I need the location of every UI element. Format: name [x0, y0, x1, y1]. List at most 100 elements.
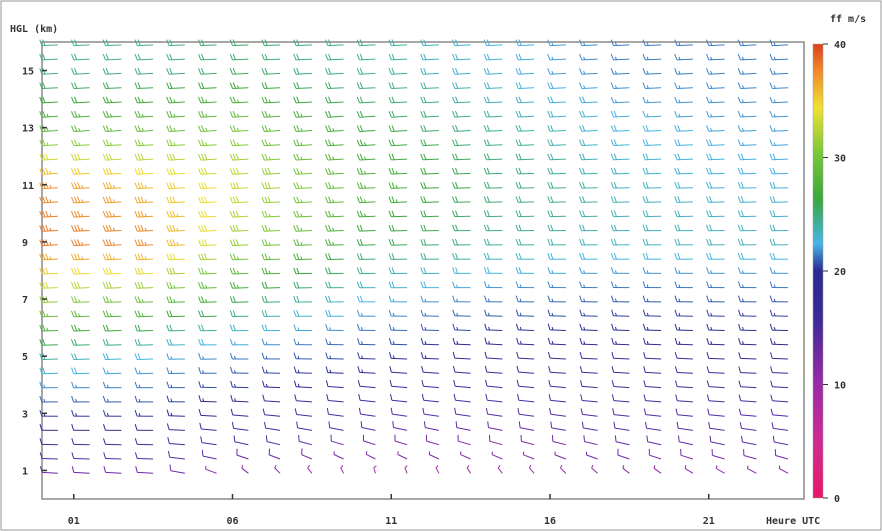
- x-tick-label-4: 21: [703, 516, 715, 527]
- wind-barb: [547, 267, 566, 274]
- wind-barb: [134, 452, 154, 460]
- wind-barb: [229, 224, 249, 232]
- wind-barb: [674, 210, 693, 218]
- wind-barb: [515, 252, 535, 260]
- wind-barb: [325, 224, 344, 232]
- wind-barb: [166, 310, 185, 318]
- wind-barb: [134, 409, 154, 417]
- wind-barb: [610, 267, 630, 274]
- wind-barb: [547, 139, 566, 146]
- wind-barb: [134, 324, 154, 332]
- wind-barb: [198, 353, 217, 360]
- wind-barb: [515, 281, 535, 289]
- wind-barb: [551, 435, 567, 446]
- wind-barb: [674, 139, 693, 146]
- wind-barb: [166, 182, 185, 190]
- wind-barb: [388, 68, 408, 75]
- wind-barb: [769, 68, 789, 75]
- colorbar: [812, 43, 824, 499]
- wind-barb: [737, 167, 757, 175]
- wind-barb: [325, 153, 344, 161]
- wind-barb: [333, 451, 344, 460]
- wind-barb: [715, 465, 725, 474]
- wind-barb: [769, 125, 789, 132]
- wind-barb: [452, 182, 471, 189]
- wind-barb: [103, 438, 122, 446]
- wind-barb: [261, 296, 281, 303]
- wind-barb: [71, 153, 90, 161]
- wind-barb: [134, 339, 154, 346]
- wind-barb: [420, 53, 439, 61]
- wind-barb: [706, 39, 725, 47]
- wind-barb: [293, 324, 312, 331]
- wind-barb: [39, 196, 58, 204]
- wind-barb: [517, 393, 535, 403]
- wind-barb: [71, 53, 90, 61]
- wind-barb: [579, 110, 598, 118]
- wind-barb: [39, 339, 58, 346]
- wind-barb: [166, 39, 185, 47]
- wind-barb: [548, 394, 566, 403]
- wind-barb: [134, 96, 154, 104]
- wind-barb: [356, 153, 376, 161]
- wind-barb: [420, 238, 439, 246]
- wind-barb: [229, 182, 249, 190]
- wind-barb: [166, 239, 185, 247]
- wind-barb: [325, 139, 344, 147]
- wind-barb: [560, 464, 567, 474]
- wind-barb: [388, 338, 408, 346]
- wind-barb: [166, 395, 185, 403]
- wind-barb: [325, 295, 344, 303]
- wind-barb: [769, 309, 789, 317]
- wind-barb: [356, 110, 376, 118]
- wind-barb: [326, 394, 344, 403]
- wind-barb: [420, 281, 439, 289]
- wind-barb: [642, 210, 662, 218]
- wind-barb: [39, 139, 58, 147]
- wind-barb: [229, 96, 249, 104]
- wind-barb: [737, 281, 757, 289]
- wind-barb: [356, 68, 376, 75]
- wind-barb: [134, 110, 154, 118]
- wind-barb: [198, 367, 217, 374]
- wind-barb: [610, 224, 630, 232]
- wind-barb: [547, 309, 566, 317]
- wind-barb: [579, 68, 598, 75]
- wind-barb: [71, 267, 90, 275]
- wind-barb: [325, 39, 344, 47]
- wind-barb: [356, 39, 376, 47]
- wind-barb: [579, 210, 598, 218]
- wind-barb: [739, 422, 757, 431]
- wind-barb: [39, 210, 58, 218]
- wind-barb: [706, 96, 725, 104]
- wind-barb: [229, 352, 249, 360]
- wind-barb: [169, 464, 185, 474]
- wind-barb: [769, 267, 789, 274]
- wind-barb: [420, 337, 439, 346]
- wind-barb: [706, 267, 725, 274]
- wind-barb: [420, 68, 439, 75]
- wind-barb: [102, 239, 122, 247]
- wind-barb: [293, 82, 312, 89]
- wind-barb: [102, 409, 122, 417]
- wind-barb: [230, 408, 249, 417]
- wind-barb: [772, 435, 789, 446]
- wind-barb: [134, 125, 154, 132]
- wind-barb: [452, 153, 471, 161]
- wind-barb: [134, 438, 154, 446]
- wind-barb: [738, 408, 757, 417]
- wind-barb: [769, 82, 789, 89]
- wind-barb: [293, 53, 312, 61]
- wind-barb: [643, 352, 662, 360]
- wind-barb: [39, 239, 58, 247]
- wind-barb: [388, 253, 408, 260]
- wind-barb: [166, 53, 185, 61]
- wind-barb: [198, 253, 217, 261]
- wind-barb: [579, 53, 598, 61]
- wind-barb: [388, 224, 408, 232]
- wind-barb: [674, 252, 693, 260]
- wind-barb: [674, 366, 693, 374]
- wind-barb: [71, 466, 90, 474]
- wind-barb: [737, 196, 757, 203]
- wind-barb: [483, 224, 503, 232]
